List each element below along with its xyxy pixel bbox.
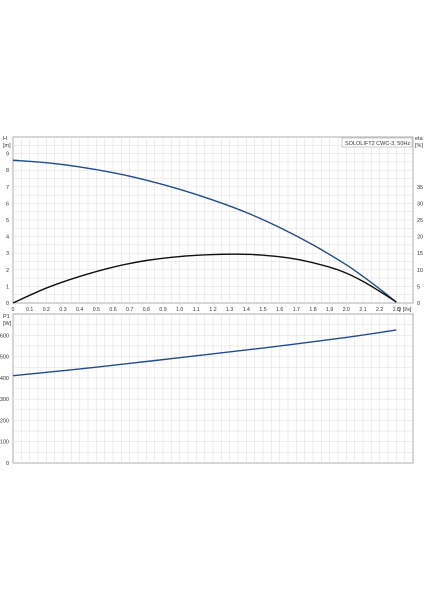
x-tick-label: 0.9 [159, 307, 166, 313]
y-right-tick-label: 30 [417, 201, 423, 207]
y-tick-label: 100 [0, 440, 9, 446]
y-left-tick-label: 4 [6, 235, 9, 241]
chart-title: SOLOLIFT2 CWC-3, 50Hz [345, 141, 410, 147]
x-tick-label: 1.8 [309, 307, 316, 313]
x-tick-label: 1.3 [226, 307, 233, 313]
x-tick-label: 0.1 [26, 307, 33, 313]
efficiency-curve [12, 253, 397, 304]
y-axis-unit: [W] [3, 321, 12, 327]
x-tick-label: 0.3 [59, 307, 66, 313]
y-right-tick-label: 5 [417, 284, 420, 290]
chart-title-box [341, 137, 413, 148]
y-left-tick-label: 8 [6, 168, 9, 174]
x-tick-label: 0.7 [126, 307, 133, 313]
y-tick-label: 500 [0, 355, 9, 361]
y-right-tick-label: 25 [417, 218, 423, 224]
power-panel: 0 100 200 300 400 500 600 P1[W] [0, 313, 414, 467]
x-tick-label: 1.9 [326, 307, 333, 313]
y-right-tick-label: 35 [417, 185, 423, 191]
y-tick-label: 200 [0, 418, 9, 424]
x-tick-label: 1.1 [193, 307, 200, 313]
x-tick-label: 0 [12, 307, 15, 313]
y-left-tick-label: 5 [6, 218, 9, 224]
x-tick-label: 0.4 [76, 307, 83, 313]
x-tick-label: 2.1 [359, 307, 366, 313]
y-right-tick-label: 10 [417, 268, 423, 274]
head-efficiency-panel: 0 0.1 0.2 0.3 0.4 0.5 0.6 0.7 0.8 0.9 1.0 1.1 1.2 1.3… [3, 136, 424, 313]
x-tick-label: 0.6 [109, 307, 116, 313]
y-left-tick-label: 0 [6, 301, 9, 307]
x-tick-label: 0.5 [93, 307, 100, 313]
y-tick-label: 300 [0, 397, 9, 403]
y-right-axis-label: eta [415, 136, 424, 142]
y-right-tick-label: 15 [417, 251, 423, 257]
y-axis-label: P1 [3, 314, 10, 320]
x-axis-label: Q [l/s] [397, 307, 412, 313]
y-right-tick-label: 20 [417, 235, 423, 241]
y-left-axis-label: H [3, 136, 7, 142]
y-right-tick-label: 0 [417, 301, 420, 307]
y-tick-label: 0 [6, 461, 9, 467]
y-left-tick-label: 6 [6, 201, 9, 207]
y-tick-label: 600 [0, 333, 9, 339]
x-tick-label: 0.8 [143, 307, 150, 313]
x-tick-label: 1.0 [176, 307, 183, 313]
x-tick-label: 2.0 [343, 307, 350, 313]
x-tick-label: 2.3 [393, 307, 400, 313]
y-left-tick-label: 1 [6, 284, 9, 290]
x-tick-label: 1.7 [293, 307, 300, 313]
y-left-tick-label: 7 [6, 185, 9, 191]
y-right-axis-unit: [%] [415, 143, 423, 149]
y-left-tick-label: 3 [6, 251, 9, 257]
y-left-tick-label: 2 [6, 268, 9, 274]
y-tick-label: 400 [0, 376, 9, 382]
x-tick-label: 2.2 [376, 307, 383, 313]
y-left-tick-label: 9 [6, 152, 9, 158]
x-tick-label: 1.4 [243, 307, 250, 313]
x-tick-label: 1.6 [276, 307, 283, 313]
power-curve [12, 329, 397, 377]
x-tick-label: 0.2 [43, 307, 50, 313]
x-tick-label: 1.5 [259, 307, 266, 313]
head-curve [12, 159, 397, 303]
y-left-axis-unit: [m] [3, 143, 11, 149]
x-tick-label: 1.2 [209, 307, 216, 313]
